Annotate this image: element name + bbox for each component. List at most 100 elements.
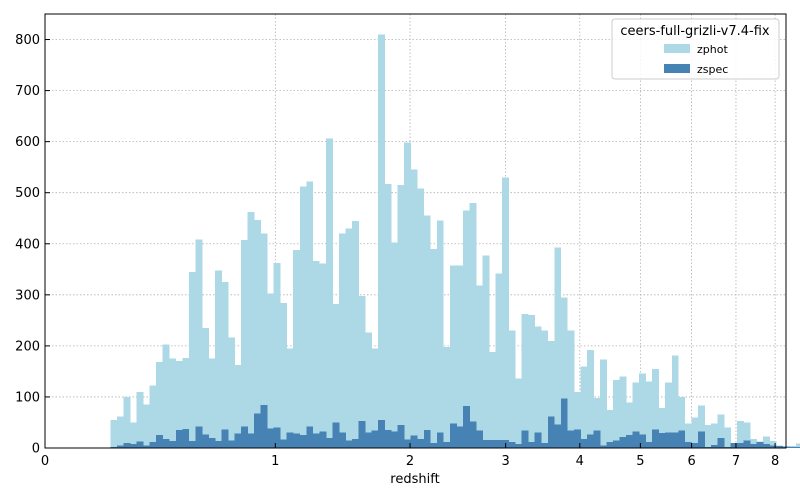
zphot-bar (188, 271, 196, 448)
zphot-bar (423, 215, 431, 448)
zphot-bar (795, 443, 800, 448)
zspec-bar (130, 443, 137, 448)
zphot-bar (175, 361, 183, 448)
zphot-bar (430, 248, 438, 448)
zphot-bar (528, 315, 536, 448)
zphot-bar (652, 368, 660, 448)
x-axis-ticks: 0 1 2 3 4 5 6 7 8 (41, 443, 779, 469)
y-tick-label: 500 (15, 186, 40, 201)
zphot-bar (632, 382, 640, 448)
zphot-bar (136, 391, 144, 448)
zspec-bar (462, 406, 470, 448)
zspec-bar (280, 439, 288, 448)
y-tick-label: 200 (15, 339, 40, 354)
zphot-bar (345, 228, 353, 448)
zspec-bar (208, 437, 216, 448)
zspec-bar (234, 433, 242, 448)
zspec-bar (214, 440, 222, 448)
legend-box (611, 18, 780, 80)
zspec-bar (554, 424, 562, 448)
zspec-bar (678, 430, 686, 448)
zspec-bar (534, 432, 542, 448)
zspec-bar (521, 430, 529, 448)
zphot-bar (449, 265, 457, 448)
x-tick-label: 0 (41, 454, 49, 469)
zphot-bar (117, 416, 124, 448)
zphot-bar (227, 337, 235, 448)
x-tick-label: 8 (771, 454, 779, 469)
zphot-bar (691, 417, 699, 448)
zspec-bar (541, 442, 549, 448)
zphot-bar (306, 181, 314, 448)
zspec-bar (417, 438, 425, 448)
zphot-bar (325, 138, 333, 448)
zspec-bar (267, 428, 275, 448)
zspec-bar (469, 421, 477, 448)
zspec-bar (110, 446, 118, 448)
zphot-bar (534, 326, 542, 448)
zspec-bar (639, 434, 647, 448)
zspec-bar (449, 423, 457, 448)
y-tick-label: 300 (15, 288, 40, 303)
zspec-bar (456, 426, 464, 448)
zspec-bar (195, 426, 203, 448)
zphot-bar (697, 405, 705, 448)
zspec-bar (293, 433, 301, 448)
zspec-bar (573, 429, 581, 448)
legend-label-zspec: zspec (697, 63, 728, 76)
zphot-bar (743, 422, 751, 448)
zspec-bar (358, 420, 366, 448)
zspec-bar (756, 441, 764, 448)
zphot-bar (417, 188, 425, 449)
zspec-bar (495, 439, 503, 448)
zspec-bar (626, 435, 634, 448)
zspec-bar (743, 440, 751, 448)
zspec-bar (593, 430, 601, 448)
zspec-bar (606, 441, 614, 448)
zphot-bar (338, 233, 346, 448)
zspec-bar (671, 432, 679, 448)
zphot-bar (639, 373, 647, 448)
zspec-bar (567, 430, 575, 448)
zphot-bar (143, 404, 151, 448)
zphot-bar (410, 169, 418, 448)
zspec-bar (123, 442, 131, 448)
zphot-bar (182, 358, 190, 448)
zspec-bar (143, 445, 151, 448)
zspec-bar (619, 436, 627, 448)
zspec-bar (312, 433, 320, 448)
zspec-bar (750, 443, 758, 448)
zspec-bar (384, 430, 392, 448)
zphot-bar (502, 177, 510, 448)
zspec-bar (717, 437, 725, 448)
zspec-bar (645, 441, 653, 448)
zspec-bar (430, 442, 438, 448)
zphot-bar (645, 381, 653, 448)
zspec-bar (658, 433, 666, 448)
zspec-bar (404, 439, 412, 448)
zspec-bar (325, 437, 333, 448)
zspec-bar (371, 430, 379, 448)
zphot-bar (717, 414, 725, 448)
zspec-bar (260, 405, 268, 448)
zphot-bar (658, 408, 666, 448)
zspec-bar (221, 429, 229, 448)
zspec-bar (613, 440, 620, 448)
zphot-bar (586, 349, 594, 448)
zspec-bar (652, 429, 660, 448)
zspec-bar (691, 442, 699, 448)
zphot-bar (149, 385, 157, 448)
zspec-bar (508, 441, 516, 448)
zphot-bar (684, 423, 692, 448)
y-tick-label: 800 (15, 33, 40, 48)
zphot-bar (443, 346, 451, 448)
zspec-bar (599, 445, 607, 448)
zphot-bar (678, 396, 686, 448)
zphot-bar (671, 355, 679, 448)
zspec-bar (665, 432, 673, 448)
zspec-bar (684, 441, 692, 448)
zphot-bar (508, 330, 516, 448)
zspec-bar (227, 440, 235, 448)
